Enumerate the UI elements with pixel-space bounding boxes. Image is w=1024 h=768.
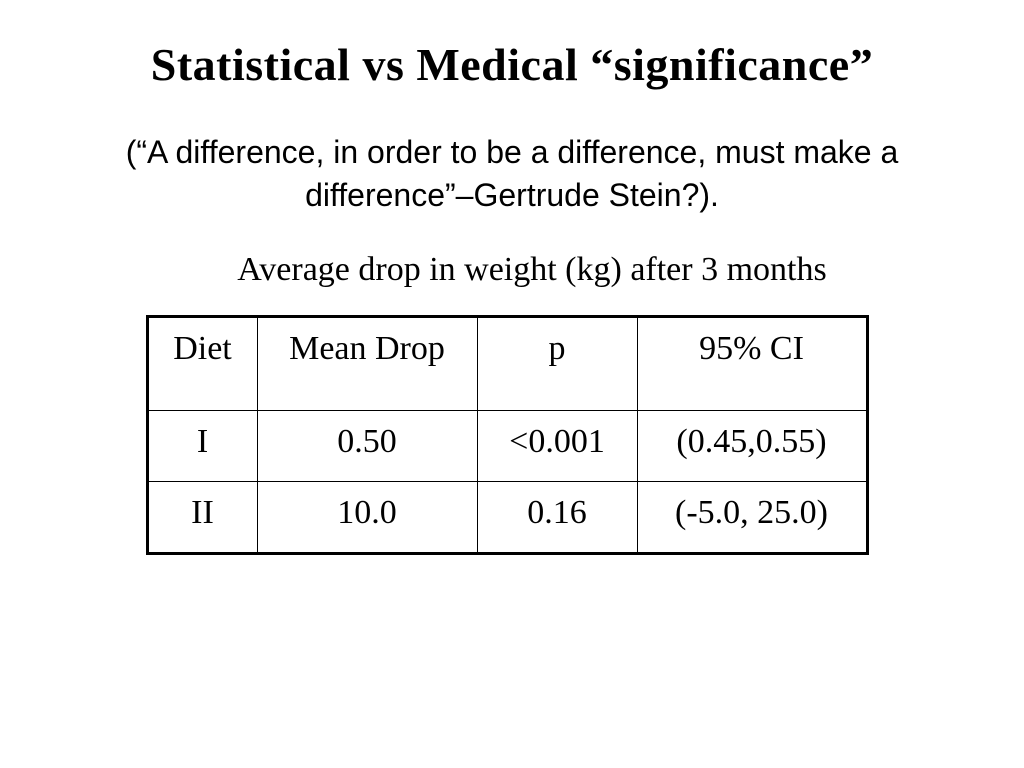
table-container: Diet Mean Drop p 95% CI I 0.50 <0.001 (0…	[60, 315, 964, 555]
cell-p: <0.001	[477, 411, 637, 482]
cell-mean: 0.50	[257, 411, 477, 482]
col-header-p: p	[477, 317, 637, 411]
quote-text: (“A difference, in order to be a differe…	[80, 131, 944, 217]
cell-diet: II	[147, 482, 257, 554]
col-header-ci: 95% CI	[637, 317, 867, 411]
cell-diet: I	[147, 411, 257, 482]
table-row: II 10.0 0.16 (-5.0, 25.0)	[147, 482, 867, 554]
table-caption: Average drop in weight (kg) after 3 mont…	[100, 251, 964, 289]
table-header-row: Diet Mean Drop p 95% CI	[147, 317, 867, 411]
cell-ci: (0.45,0.55)	[637, 411, 867, 482]
table-row: I 0.50 <0.001 (0.45,0.55)	[147, 411, 867, 482]
cell-mean: 10.0	[257, 482, 477, 554]
col-header-diet: Diet	[147, 317, 257, 411]
cell-ci: (-5.0, 25.0)	[637, 482, 867, 554]
col-header-mean: Mean Drop	[257, 317, 477, 411]
page-title: Statistical vs Medical “significance”	[60, 38, 964, 91]
data-table: Diet Mean Drop p 95% CI I 0.50 <0.001 (0…	[146, 315, 869, 555]
cell-p: 0.16	[477, 482, 637, 554]
